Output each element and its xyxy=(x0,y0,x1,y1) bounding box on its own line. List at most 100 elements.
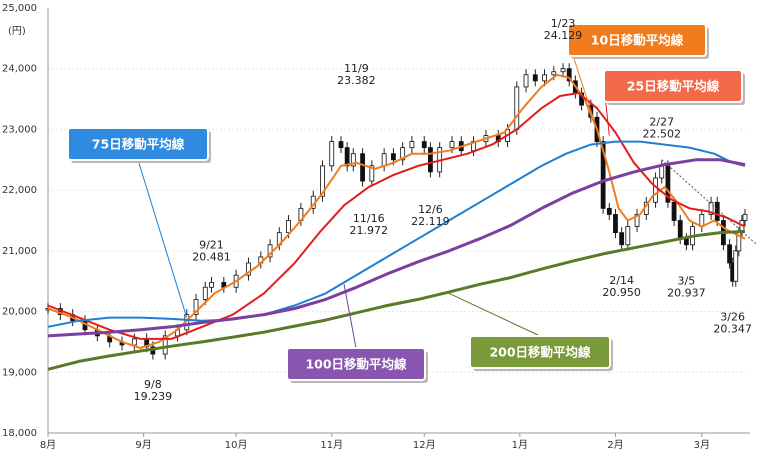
legend-box: 75日移動平均線 xyxy=(67,127,211,163)
candle xyxy=(421,136,427,154)
candle xyxy=(742,208,748,226)
candle-body xyxy=(421,141,427,149)
candle xyxy=(221,276,227,293)
y-tick-label: 18,000 xyxy=(2,428,37,439)
axes xyxy=(47,8,750,434)
price-annotation: 11/923.382 xyxy=(337,62,376,87)
candle-body xyxy=(659,165,665,179)
y-tick-label: 21,000 xyxy=(2,246,37,257)
x-tick-label: 9月 xyxy=(135,439,151,451)
candle-body xyxy=(671,201,677,221)
candle-body xyxy=(523,74,529,88)
candle-body xyxy=(619,232,625,246)
candle-body xyxy=(162,335,168,355)
grid-lines xyxy=(48,68,745,373)
x-tick-label: 12月 xyxy=(413,439,436,451)
series-line xyxy=(47,229,746,371)
legend-box-fill xyxy=(567,23,707,57)
candle-body xyxy=(131,338,137,346)
x-tick-label: 11月 xyxy=(320,439,343,451)
legend-box-fill xyxy=(67,127,209,161)
candle-body xyxy=(677,220,683,240)
candle-body xyxy=(193,299,199,316)
candle xyxy=(193,293,199,321)
candle xyxy=(619,227,625,251)
annotation-value: 24.129 xyxy=(544,29,583,42)
candle-body xyxy=(350,153,356,167)
candle xyxy=(653,172,658,208)
candle xyxy=(471,136,477,157)
candle xyxy=(606,202,612,220)
annotation-date: 2/27 xyxy=(649,116,674,129)
candle-body xyxy=(714,201,720,221)
candle-body xyxy=(542,74,547,82)
candle xyxy=(267,239,273,263)
candle-body xyxy=(708,201,714,215)
legend-box: 100日移動平均線 xyxy=(286,347,428,383)
candle xyxy=(246,257,251,281)
candle-body xyxy=(381,153,387,167)
legend-box-fill xyxy=(469,335,611,369)
legend-label: 25日移動平均線 xyxy=(627,79,720,94)
candle-body xyxy=(409,141,415,149)
candle-body xyxy=(329,141,335,167)
candle-body xyxy=(360,153,365,182)
annotation-date: 11/9 xyxy=(344,62,369,75)
legend-label: 100日移動平均線 xyxy=(305,357,407,372)
candle xyxy=(733,245,739,287)
annotation-date: 11/16 xyxy=(353,212,385,225)
candle-body xyxy=(209,282,214,288)
series-line xyxy=(47,92,746,340)
candle xyxy=(514,81,520,135)
annotation-date: 3/5 xyxy=(678,275,696,288)
candle-body xyxy=(684,238,689,246)
candle xyxy=(202,281,208,305)
x-tick-label: 3月 xyxy=(694,439,710,451)
candle-body xyxy=(286,220,291,234)
legend-box-fill xyxy=(603,69,743,103)
legend-box: 25日移動平均線 xyxy=(603,69,745,105)
annotation-date: 3/26 xyxy=(720,311,745,324)
candle-body xyxy=(613,214,618,234)
annotation-value: 22.119 xyxy=(411,215,450,228)
candle xyxy=(523,69,529,93)
candle xyxy=(209,276,214,293)
legend-connector xyxy=(448,292,541,337)
candle-body xyxy=(600,141,606,209)
candle-body xyxy=(338,141,344,149)
legend-connector xyxy=(137,159,188,318)
candle-body xyxy=(727,244,732,264)
y-axis-unit-label: (円) xyxy=(8,26,26,37)
candle xyxy=(329,136,335,172)
legend-box: 200日移動平均線 xyxy=(469,335,613,371)
series-line xyxy=(47,158,746,338)
annotation-value: 19.239 xyxy=(134,390,173,403)
candle xyxy=(532,69,538,87)
annotation-value: 23.382 xyxy=(337,74,376,87)
candle-body xyxy=(606,207,612,215)
x-tick-label: 8月 xyxy=(40,439,56,451)
annotation-date: 1/23 xyxy=(551,17,576,30)
candle-body xyxy=(514,86,520,130)
candle-body xyxy=(653,177,658,203)
candle xyxy=(119,336,125,351)
x-tick-label: 1月 xyxy=(512,439,528,451)
candle xyxy=(360,148,365,187)
y-tick-label: 22,000 xyxy=(2,185,37,196)
legend-boxes: 75日移動平均線 10日移動平均線 25日移動平均線 100日移動平均線 200日移動平… xyxy=(67,23,745,383)
series-line xyxy=(47,140,746,328)
candle xyxy=(560,63,566,78)
candle-body xyxy=(369,165,375,182)
annotation-value: 20.481 xyxy=(192,250,231,263)
candle-body xyxy=(551,71,557,76)
candle-body xyxy=(625,226,631,246)
price-annotation: 9/819.239 xyxy=(134,378,173,403)
x-tick-label: 2月 xyxy=(607,439,623,451)
candle-body xyxy=(400,147,406,161)
